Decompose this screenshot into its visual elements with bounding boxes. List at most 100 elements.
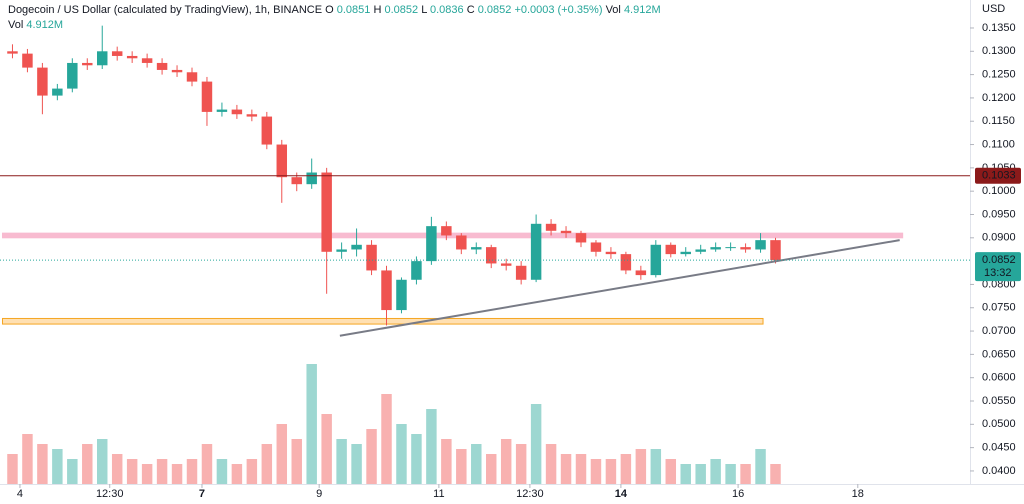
volume-bar <box>665 459 677 484</box>
volume-label: Vol <box>606 4 621 16</box>
ohlc-label: H <box>373 4 381 16</box>
candle-body <box>306 172 317 185</box>
candle-body <box>156 62 168 70</box>
candle-body <box>560 230 572 234</box>
volume-header: Vol 4.912M <box>8 19 63 31</box>
candle-body <box>336 249 347 252</box>
candle-body <box>97 51 108 66</box>
y-tick-label: 0.1150 <box>982 115 1015 127</box>
volume-bar <box>620 454 632 484</box>
ohlc-label: O <box>325 4 334 16</box>
ohlc-value: 0.0852 <box>478 4 512 16</box>
x-tick-label: 9 <box>316 488 322 500</box>
candle-body <box>366 244 377 271</box>
candle-body <box>710 247 721 250</box>
candle-body <box>396 279 407 311</box>
candle-body <box>351 244 362 250</box>
volume-bar <box>545 444 557 484</box>
candle-body <box>67 62 78 89</box>
y-tick-label: 0.0650 <box>982 348 1016 360</box>
candle-body <box>665 244 677 255</box>
x-tick-label: 7 <box>199 488 205 500</box>
volume-bar <box>216 459 228 484</box>
x-tick-label: 16 <box>732 488 744 500</box>
volume-bar <box>560 454 572 484</box>
volume-bar <box>351 444 362 484</box>
ohlc-label: L <box>421 4 427 16</box>
candle-body <box>141 58 153 63</box>
volume-bar <box>291 439 302 484</box>
y-tick-label: 0.1300 <box>982 45 1016 57</box>
candle-body <box>426 226 437 262</box>
candle-body <box>111 51 123 56</box>
volume-bar <box>156 459 168 484</box>
volume-bar <box>97 439 108 484</box>
title: Dogecoin / US Dollar (calculated by Trad… <box>8 4 322 16</box>
volume-bar <box>366 429 377 484</box>
last-price-label: 0.0852 <box>982 254 1016 266</box>
volume-bar <box>246 459 258 484</box>
x-tick-label: 4 <box>17 488 23 500</box>
volume-bar <box>575 454 587 484</box>
volume-bar <box>276 424 288 484</box>
candle-body <box>530 223 542 280</box>
y-tick-label: 0.1250 <box>982 69 1016 81</box>
y-tick-label: 0.1350 <box>982 22 1016 34</box>
y-tick-label: 0.0450 <box>982 442 1016 454</box>
y-axis-label: USD <box>982 3 1005 15</box>
volume-bar <box>52 449 63 484</box>
candle-body <box>246 114 258 117</box>
candle-body <box>82 62 93 66</box>
volume-bar <box>231 464 243 484</box>
candle-body <box>740 247 751 250</box>
volume-value: 4.912M <box>26 19 63 31</box>
volume-bar <box>396 424 407 484</box>
volume-label: Vol <box>8 19 23 31</box>
volume-bar <box>186 459 198 484</box>
zone <box>1 232 904 239</box>
ohlc-value: 0.0852 <box>384 4 418 16</box>
candle-body <box>52 88 63 96</box>
candle-body <box>37 67 48 96</box>
volume-bar <box>740 464 751 484</box>
y-tick-label: 0.1000 <box>982 185 1016 197</box>
volume-bar <box>321 414 332 484</box>
change: +0.0003 (+0.35%) <box>514 4 602 16</box>
ohlc-value: 0.0851 <box>337 4 371 16</box>
price-line-label: 0.1033 <box>982 170 1016 182</box>
x-tick-label: 14 <box>615 488 628 500</box>
volume-bar <box>37 444 48 484</box>
volume-value: 4.912M <box>624 4 661 16</box>
y-tick-label: 0.1200 <box>982 92 1016 104</box>
volume-bar <box>7 454 18 484</box>
volume-bar <box>590 459 602 484</box>
candle-body <box>575 233 587 243</box>
y-tick-label: 0.0900 <box>982 232 1016 244</box>
candle-body <box>441 226 452 236</box>
trendline <box>339 239 900 337</box>
candle-body <box>650 244 662 276</box>
volume-bar <box>441 439 452 484</box>
candle-body <box>411 261 422 280</box>
last-price-label-bg <box>975 252 1021 282</box>
volume-bar <box>171 464 183 484</box>
countdown-label: 13:32 <box>984 267 1012 279</box>
candle-body <box>545 223 557 231</box>
candle-body <box>201 81 213 112</box>
x-tick-label: 12:30 <box>96 488 124 500</box>
candle-body <box>471 247 482 250</box>
candle-body <box>22 53 33 68</box>
candle-body <box>590 242 602 252</box>
volume-bar <box>201 444 213 484</box>
y-tick-label: 0.1100 <box>982 138 1015 150</box>
candle-body <box>276 144 288 178</box>
candle-body <box>456 235 467 250</box>
volume-bar <box>635 449 647 484</box>
volume-bar <box>471 444 482 484</box>
ohlc-label: C <box>467 4 475 16</box>
y-tick-label: 0.0500 <box>982 418 1016 430</box>
candle-body <box>321 172 332 252</box>
candle-body <box>770 240 781 261</box>
